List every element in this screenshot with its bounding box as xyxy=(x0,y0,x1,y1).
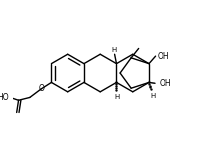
Text: H: H xyxy=(115,93,120,100)
Text: H: H xyxy=(111,47,116,53)
Text: OH: OH xyxy=(157,52,169,61)
Text: H: H xyxy=(150,93,155,99)
Text: HO: HO xyxy=(0,93,9,102)
Text: O: O xyxy=(38,85,44,93)
Text: OH: OH xyxy=(159,79,171,88)
